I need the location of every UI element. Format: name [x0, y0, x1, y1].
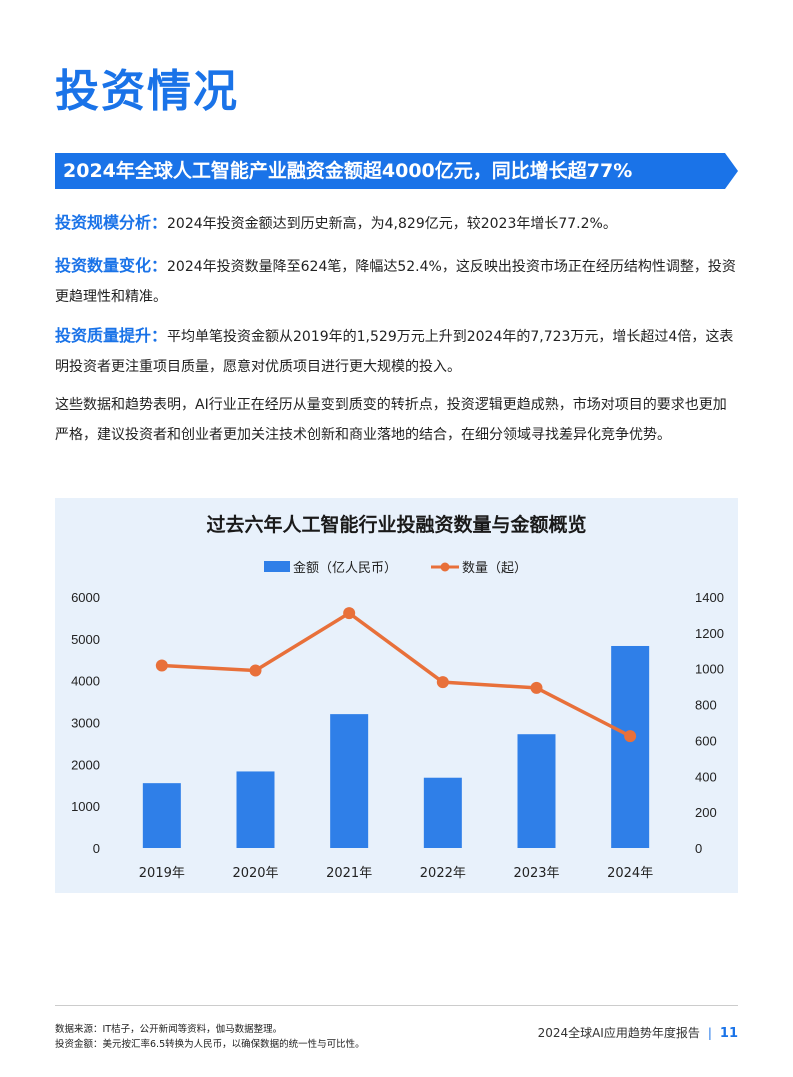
page-number: 11	[719, 1026, 738, 1041]
footer-report-info: 2024全球AI应用趋势年度报告 | 11	[538, 1024, 738, 1041]
y-left-tick-label: 5000	[71, 632, 100, 647]
paragraph-text: 这些数据和趋势表明，AI行业正在经历从量变到质变的转折点，投资逻辑更趋成熟，市场…	[55, 397, 727, 443]
line-point-count	[530, 681, 543, 694]
paragraph-investment-count: 投资数量变化：2024年投资数量降至624笔，降幅达52.4%，这反映出投资市场…	[55, 251, 740, 312]
headline-banner: 2024年全球人工智能产业融资金额超4000亿元，同比增长超77%	[55, 153, 738, 189]
footer-separator: |	[707, 1026, 712, 1040]
x-tick-label: 2020年	[232, 866, 278, 881]
paragraph-text: 平均单笔投资金额从2019年的1,529万元上升到2024年的7,723万元，增…	[55, 329, 734, 375]
x-tick-label: 2024年	[607, 866, 653, 881]
paragraph-label: 投资质量提升：	[55, 326, 168, 345]
footnote-conversion: 投资金额：美元按汇率6.5转换为人民币，以确保数据的统一性与可比性。	[55, 1039, 365, 1050]
headline-banner-text: 2024年全球人工智能产业融资金额超4000亿元，同比增长超77%	[63, 160, 633, 182]
line-count-series	[161, 611, 631, 738]
line-point-count	[624, 730, 637, 743]
line-point-count	[343, 607, 356, 620]
paragraph-investment-quality: 投资质量提升：平均单笔投资金额从2019年的1,529万元上升到2024年的7,…	[55, 321, 740, 382]
bar-amount	[611, 645, 650, 848]
paragraph-conclusion: 这些数据和趋势表明，AI行业正在经历从量变到质变的转折点，投资逻辑更趋成熟，市场…	[55, 390, 740, 450]
paragraph-label: 投资数量变化：	[55, 256, 168, 275]
x-tick-label: 2021年	[326, 866, 372, 881]
y-left-tick-label: 3000	[71, 716, 100, 731]
chart-panel: 过去六年人工智能行业投融资数量与金额概览 0 1000 2000 3000 4000 50…	[55, 498, 738, 893]
banner-background	[55, 153, 738, 189]
paragraph-investment-scale: 投资规模分析：2024年投资金额达到历史新高，为4,829亿元，较2023年增长…	[55, 208, 740, 239]
y-left-tick-label: 0	[93, 841, 100, 856]
paragraph-text: 2024年投资数量降至624笔，降幅达52.4%，这反映出投资市场正在经历结构性…	[55, 259, 736, 305]
bar-amount	[423, 777, 462, 848]
y-right-tick-label: 200	[695, 805, 717, 820]
x-tick-label: 2023年	[513, 866, 559, 881]
y-right-tick-label: 600	[695, 733, 717, 748]
legend-swatch-amount	[264, 561, 290, 572]
legend-label-count: 数量（起）	[462, 561, 527, 576]
y-right-tick-label: 0	[695, 841, 702, 856]
bar-amount	[236, 771, 275, 848]
y-right-tick-label: 1400	[695, 590, 724, 605]
y-right-tick-label: 800	[695, 698, 717, 713]
y-left-tick-label: 6000	[71, 590, 100, 605]
y-right-tick-label: 1000	[695, 662, 724, 677]
legend-label-amount: 金额（亿人民币）	[293, 560, 397, 576]
y-right-tick-label: 1200	[695, 626, 724, 641]
bar-amount	[330, 714, 369, 848]
x-tick-label: 2022年	[420, 866, 466, 881]
chart-title: 过去六年人工智能行业投融资数量与金额概览	[206, 514, 587, 536]
paragraph-label: 投资规模分析：	[55, 213, 168, 232]
bar-amount	[142, 783, 181, 848]
y-left-tick-label: 2000	[71, 757, 100, 772]
footnote-source: 数据来源：IT桔子，公开新闻等资料，伽马数据整理。	[55, 1024, 283, 1035]
y-left-tick-label: 1000	[71, 799, 100, 814]
report-name: 2024全球AI应用趋势年度报告	[537, 1026, 700, 1040]
y-right-tick-label: 400	[695, 769, 717, 784]
combo-chart: 0 1000 2000 3000 4000 5000 6000 0 200 400 600 800 10…	[71, 560, 724, 881]
line-point-count	[436, 676, 449, 689]
x-tick-label: 2019年	[139, 866, 185, 881]
footer-divider	[55, 1005, 738, 1006]
line-point-count	[155, 659, 168, 672]
page-title: 投资情况	[55, 66, 239, 117]
line-point-count	[249, 664, 262, 677]
legend-marker-count	[440, 562, 450, 572]
y-left-tick-label: 4000	[71, 674, 100, 689]
paragraph-text: 2024年投资金额达到历史新高，为4,829亿元，较2023年增长77.2%。	[167, 216, 617, 232]
bar-amount	[517, 734, 556, 848]
